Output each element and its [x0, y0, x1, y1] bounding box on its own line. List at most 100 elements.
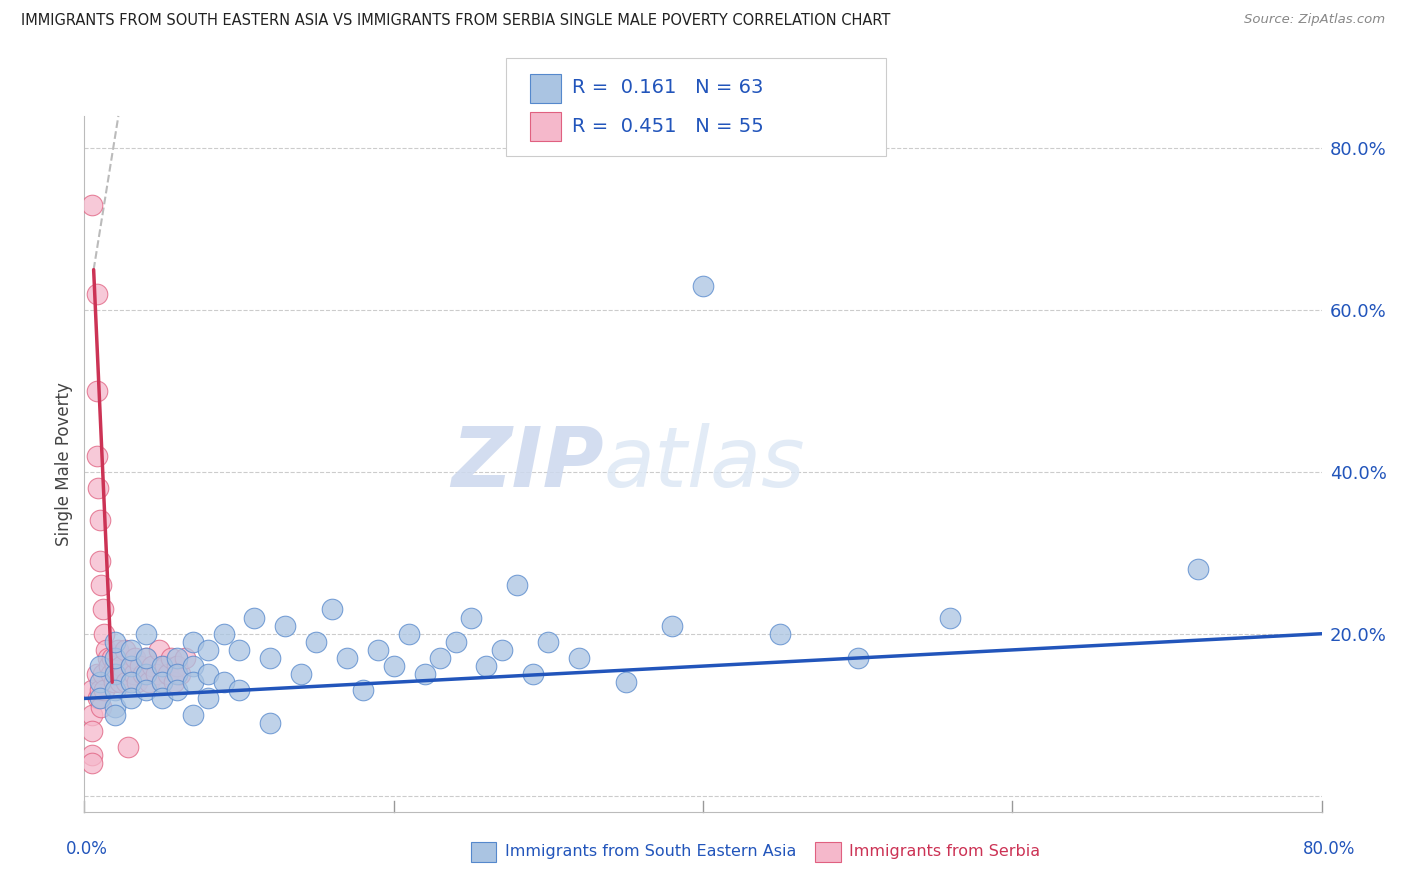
Point — [212, 626, 235, 640]
Point — [91, 667, 114, 681]
Point — [82, 756, 104, 771]
Point — [89, 683, 111, 698]
Point — [153, 659, 176, 673]
Point — [243, 610, 266, 624]
Point — [212, 675, 235, 690]
Point — [89, 554, 111, 568]
Point — [181, 659, 204, 673]
Point — [90, 699, 112, 714]
Point — [336, 651, 359, 665]
Point — [104, 667, 127, 681]
Point — [90, 578, 112, 592]
Point — [94, 643, 117, 657]
Point — [181, 675, 204, 690]
Point — [104, 683, 127, 698]
Point — [166, 651, 188, 665]
Point — [537, 635, 560, 649]
Point — [100, 667, 122, 681]
Point — [197, 643, 219, 657]
Point — [120, 675, 142, 690]
Point — [174, 651, 197, 665]
Point — [96, 651, 118, 665]
Point — [522, 667, 544, 681]
Point — [125, 675, 148, 690]
Point — [398, 626, 420, 640]
Point — [132, 667, 155, 681]
Point — [120, 659, 142, 673]
Point — [228, 683, 250, 698]
Point — [135, 667, 157, 681]
Point — [93, 683, 115, 698]
Point — [163, 675, 186, 690]
Text: atlas: atlas — [605, 424, 806, 504]
Point — [135, 651, 157, 665]
Point — [101, 651, 124, 665]
Point — [444, 635, 467, 649]
Point — [145, 667, 167, 681]
Point — [259, 651, 281, 665]
Text: 0.0%: 0.0% — [66, 840, 108, 858]
Text: 80.0%: 80.0% — [1302, 840, 1355, 858]
Point — [352, 683, 374, 698]
Point — [114, 643, 136, 657]
Point — [259, 715, 281, 730]
Point — [197, 667, 219, 681]
Point — [135, 651, 157, 665]
Point — [120, 659, 142, 673]
Point — [91, 602, 114, 616]
Point — [89, 675, 111, 690]
Point — [104, 699, 127, 714]
Point — [166, 683, 188, 698]
Point — [568, 651, 591, 665]
Point — [228, 643, 250, 657]
Point — [89, 691, 111, 706]
Point — [104, 659, 127, 673]
Point — [86, 384, 108, 398]
Point — [290, 667, 312, 681]
Point — [846, 651, 869, 665]
Point — [112, 667, 135, 681]
Point — [120, 691, 142, 706]
Point — [135, 683, 157, 698]
Point — [181, 707, 204, 722]
Point — [413, 667, 436, 681]
Point — [117, 739, 139, 754]
Point — [160, 651, 183, 665]
Point — [305, 635, 328, 649]
Point — [661, 618, 683, 632]
Point — [104, 651, 127, 665]
Text: Immigrants from South Eastern Asia: Immigrants from South Eastern Asia — [505, 845, 796, 859]
Point — [115, 675, 138, 690]
Point — [104, 635, 127, 649]
Point — [89, 513, 111, 527]
Point — [197, 691, 219, 706]
Text: IMMIGRANTS FROM SOUTH EASTERN ASIA VS IMMIGRANTS FROM SERBIA SINGLE MALE POVERTY: IMMIGRANTS FROM SOUTH EASTERN ASIA VS IM… — [21, 13, 890, 29]
Point — [104, 707, 127, 722]
Point — [122, 667, 145, 681]
Point — [150, 675, 173, 690]
Point — [98, 659, 121, 673]
Y-axis label: Single Male Poverty: Single Male Poverty — [55, 382, 73, 546]
Point — [138, 675, 160, 690]
Point — [491, 643, 513, 657]
Point — [105, 667, 128, 681]
Text: R =  0.451   N = 55: R = 0.451 N = 55 — [572, 117, 763, 136]
Point — [129, 659, 152, 673]
Point — [150, 659, 173, 673]
Point — [82, 683, 104, 698]
Point — [367, 643, 389, 657]
Point — [103, 675, 125, 690]
Point — [150, 691, 173, 706]
Point — [93, 626, 115, 640]
Point — [124, 651, 146, 665]
Point — [1187, 562, 1209, 576]
Point — [82, 198, 104, 212]
Text: ZIP: ZIP — [451, 424, 605, 504]
Point — [692, 278, 714, 293]
Point — [614, 675, 637, 690]
Point — [135, 626, 157, 640]
Point — [166, 659, 188, 673]
Point — [460, 610, 482, 624]
Point — [141, 659, 163, 673]
Point — [475, 659, 498, 673]
